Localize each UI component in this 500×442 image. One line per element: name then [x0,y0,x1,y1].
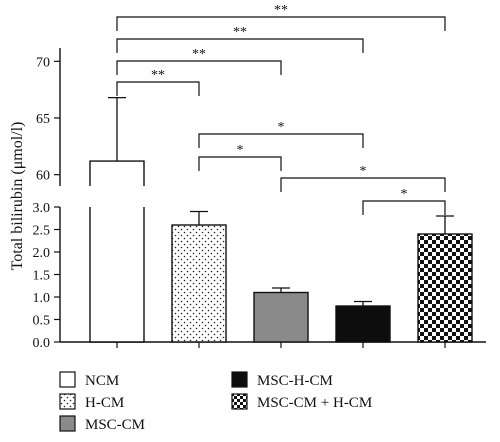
legend-label: MSC-H-CM [257,373,333,389]
y-tick-label: 3.0 [33,201,51,216]
significance-label: ** [151,68,165,83]
significance-bracket [116,16,446,31]
y-tick-label: 1.0 [33,291,51,306]
significance-label: ** [274,3,288,18]
legend-label: H-CM [85,395,124,411]
y-tick-label: 2.0 [33,246,51,261]
significance-bracket [116,38,364,53]
significance-bracket [198,133,364,148]
y-tick-label: 0.5 [33,314,51,329]
significance-bracket [280,177,446,192]
y-axis-label: Total bilirubin (μmol/l) [9,122,26,271]
significance-bracket [116,81,200,96]
y-tick-label: 65 [36,112,50,127]
bar [171,224,227,343]
legend-swatch [59,415,76,432]
legend-swatch [59,371,76,388]
bar-upper-segment [89,160,145,186]
significance-label: * [278,120,285,135]
y-tick-label: 2.5 [33,224,51,239]
legend-swatch [231,393,248,410]
significance-label: ** [233,25,247,40]
legend-label: MSC-CM [85,417,145,433]
legend-label: MSC-CM + H-CM [257,395,372,411]
significance-label: * [237,143,244,158]
significance-bracket [116,60,282,75]
legend-label: NCM [85,373,119,389]
bar [335,305,391,343]
significance-bracket [198,156,282,171]
legend-swatch [231,371,248,388]
y-tick-label: 60 [36,169,50,184]
y-tick-label: 0.0 [33,336,51,351]
significance-label: ** [192,47,206,62]
bar-lower-segment [89,207,145,343]
y-tick-label: 1.5 [33,269,51,284]
legend-swatch [59,393,76,410]
significance-bracket [362,200,446,215]
y-tick-label: 70 [36,55,50,70]
bar [417,233,473,343]
significance-label: * [360,164,367,179]
bar [253,291,309,343]
significance-label: * [401,187,408,202]
